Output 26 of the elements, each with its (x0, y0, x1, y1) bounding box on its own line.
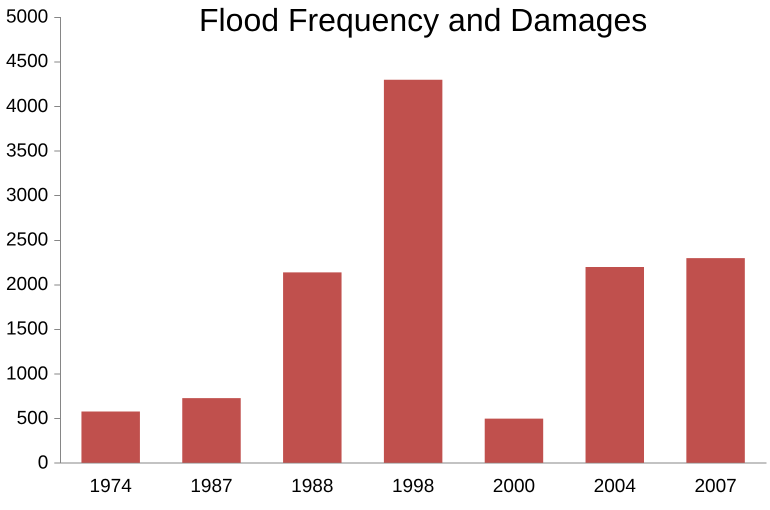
x-tick-label: 2000 (492, 476, 536, 497)
bar (283, 272, 342, 463)
x-tick-label: 1988 (291, 476, 334, 497)
y-tick-label: 1500 (6, 318, 48, 340)
x-tick-label: 1998 (392, 476, 434, 497)
y-tick-label: 4500 (6, 51, 48, 72)
bar (686, 258, 745, 463)
bar (182, 398, 241, 463)
x-tick-label: 2004 (594, 476, 636, 497)
y-tick-label: 4000 (6, 96, 48, 117)
x-tick-label: 2007 (694, 476, 737, 497)
y-tick-label: 3000 (6, 184, 48, 206)
bar (484, 418, 544, 463)
bar (586, 267, 644, 463)
y-tick-label: 1000 (6, 363, 48, 384)
chart-title: Flood Frequency and Damages (199, 2, 648, 38)
y-tick-label: 2500 (6, 230, 48, 251)
y-tick-label: 0 (38, 452, 48, 474)
bar (81, 411, 140, 463)
y-tick-label: 5000 (6, 6, 48, 28)
y-tick-label: 500 (16, 408, 48, 429)
y-tick-label: 3500 (6, 140, 48, 162)
y-tick-label: 2000 (6, 274, 48, 296)
x-tick-label: 1987 (190, 476, 233, 497)
bar (384, 80, 442, 463)
x-tick-label: 1974 (90, 476, 132, 497)
